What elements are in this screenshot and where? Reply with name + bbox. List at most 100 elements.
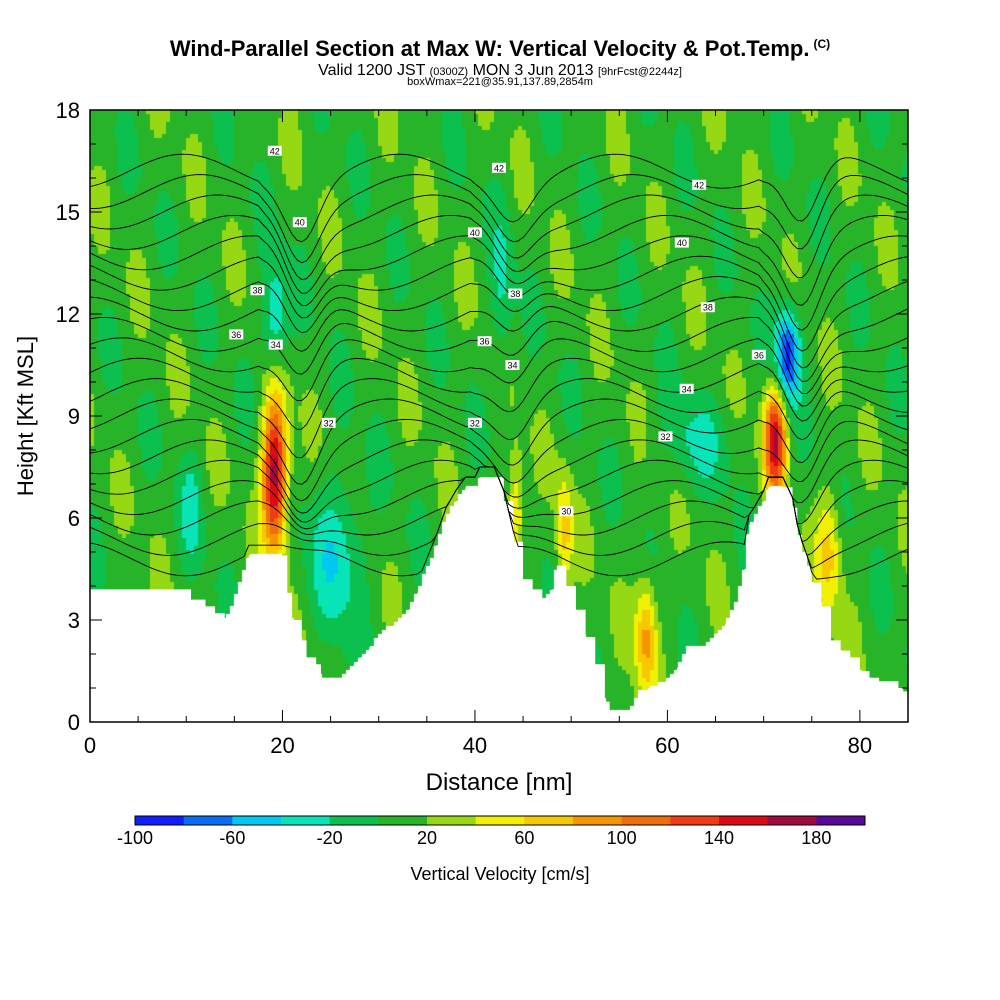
theta-contours xyxy=(90,153,908,580)
colorbar-swatch xyxy=(719,816,769,825)
theta-contour-label: 30 xyxy=(559,506,574,517)
svg-text:36: 36 xyxy=(754,350,764,360)
y-tick-label: 6 xyxy=(68,506,80,531)
svg-text:38: 38 xyxy=(252,286,262,296)
x-axis-label: Distance [nm] xyxy=(426,769,573,796)
theta-contour-label: 36 xyxy=(229,329,244,340)
svg-text:42: 42 xyxy=(270,146,280,156)
theta-contour-line xyxy=(90,194,908,281)
colorbar-tick-label: -100 xyxy=(117,828,153,848)
valid-date: MON 3 Jun 2013 xyxy=(472,62,594,79)
svg-text:40: 40 xyxy=(677,238,687,248)
valid-utc: (0300Z) xyxy=(429,66,469,78)
colorbar-swatch xyxy=(621,816,671,825)
y-tick-label: 0 xyxy=(68,710,80,735)
y-axis-label: Height [Kft MSL] xyxy=(13,336,38,496)
svg-text:32: 32 xyxy=(324,418,334,428)
chart-title: Wind-Parallel Section at Max W: Vertical… xyxy=(0,36,1000,62)
colorbar-swatch xyxy=(475,816,525,825)
colorbar-tick-label: 140 xyxy=(704,828,734,848)
x-tick-label: 80 xyxy=(848,733,872,758)
svg-text:30: 30 xyxy=(561,507,571,517)
colorbar-swatch xyxy=(232,816,282,825)
theta-contour-line xyxy=(90,418,908,502)
theta-contour-label: 42 xyxy=(492,162,506,173)
theta-contour-label: 34 xyxy=(268,339,283,350)
colorbar-swatch xyxy=(816,816,866,825)
colorbar-swatch xyxy=(183,816,233,825)
box-info: boxWmax=221@35.91,137.89,2854m xyxy=(407,76,593,88)
x-tick-label: 40 xyxy=(463,733,487,758)
x-tick-label: 20 xyxy=(270,733,294,758)
colorbar-swatch xyxy=(378,816,428,825)
colorbar-tick-label: 60 xyxy=(514,828,534,848)
svg-text:38: 38 xyxy=(703,303,713,313)
colorbar-swatch xyxy=(281,816,331,825)
theta-contour-label: 38 xyxy=(250,285,265,296)
theta-contour-label: 38 xyxy=(700,302,715,313)
colorbar: -100 -60 -20 20 60 100 140 180 Vertical Velocity… xyxy=(117,815,866,884)
x-tick-label: 0 xyxy=(84,733,96,758)
colorbar-swatch xyxy=(329,816,379,825)
svg-text:36: 36 xyxy=(480,337,490,347)
svg-text:42: 42 xyxy=(694,180,704,190)
y-tick-label: 3 xyxy=(68,608,80,633)
theta-contour-label: 40 xyxy=(292,217,307,228)
svg-text:40: 40 xyxy=(470,228,480,238)
theta-contour-line xyxy=(90,235,908,331)
x-tick-label: 60 xyxy=(655,733,679,758)
y-tick-label: 15 xyxy=(56,200,80,225)
colorbar-swatch xyxy=(767,816,817,825)
theta-contour-line xyxy=(90,276,908,369)
chart-subtitle: Valid 1200 JST (0300Z) MON 3 Jun 2013 [9… xyxy=(0,62,1000,80)
forecast-info: [9hrFcst@2244z] xyxy=(597,66,682,78)
theta-contour-label: 34 xyxy=(679,383,694,394)
theta-contour-label: 34 xyxy=(505,360,520,371)
theta-contour-line xyxy=(90,439,908,514)
svg-text:38: 38 xyxy=(510,289,520,299)
valid-time: Valid 1200 JST xyxy=(318,62,426,79)
colorbar-tick-label: 20 xyxy=(417,828,437,848)
svg-text:42: 42 xyxy=(494,163,504,173)
svg-text:34: 34 xyxy=(507,361,517,371)
theta-contour-line xyxy=(90,378,908,459)
y-tick-label: 18 xyxy=(56,98,80,123)
svg-text:34: 34 xyxy=(271,340,281,350)
theta-contour-label: 36 xyxy=(751,349,766,360)
theta-contour-label: 42 xyxy=(267,145,282,156)
colorbar-swatch xyxy=(135,816,185,825)
svg-text:32: 32 xyxy=(660,432,670,442)
theta-contour-label: 38 xyxy=(508,288,523,299)
colorbar-swatch xyxy=(573,816,623,825)
theta-contour-line xyxy=(90,255,908,352)
theta-contour-label: 32 xyxy=(658,431,673,442)
theta-contour-label: 32 xyxy=(467,417,482,428)
theta-contour-line xyxy=(90,316,908,395)
y-tick-label: 9 xyxy=(68,404,80,429)
y-tick-label: 12 xyxy=(56,302,80,327)
colorbar-swatch xyxy=(670,816,720,825)
terrain-mask xyxy=(90,477,908,722)
theta-contour-line xyxy=(90,153,908,243)
x-axis: 0 20 40 60 80 xyxy=(84,110,909,758)
theta-contour-label: 40 xyxy=(674,237,689,248)
colorbar-swatch xyxy=(524,816,574,825)
theta-contour-label: 42 xyxy=(692,179,707,190)
svg-text:40: 40 xyxy=(295,218,305,228)
svg-text:36: 36 xyxy=(231,330,241,340)
theta-contour-label: 36 xyxy=(477,336,492,347)
theta-contour-line xyxy=(90,214,908,306)
colorbar-label: Vertical Velocity [cm/s] xyxy=(410,864,589,884)
colorbar-tick-label: 180 xyxy=(801,828,831,848)
copyright-mark: (C) xyxy=(813,37,831,51)
theta-contour-label: 32 xyxy=(321,417,336,428)
svg-text:34: 34 xyxy=(682,384,692,394)
theta-contour-line xyxy=(90,337,908,407)
colorbar-tick-label: 100 xyxy=(607,828,637,848)
theta-contour-line xyxy=(90,398,908,485)
colorbar-tick-label: -60 xyxy=(219,828,245,848)
colorbar-swatch xyxy=(427,816,477,825)
theta-contour-line xyxy=(90,296,908,382)
